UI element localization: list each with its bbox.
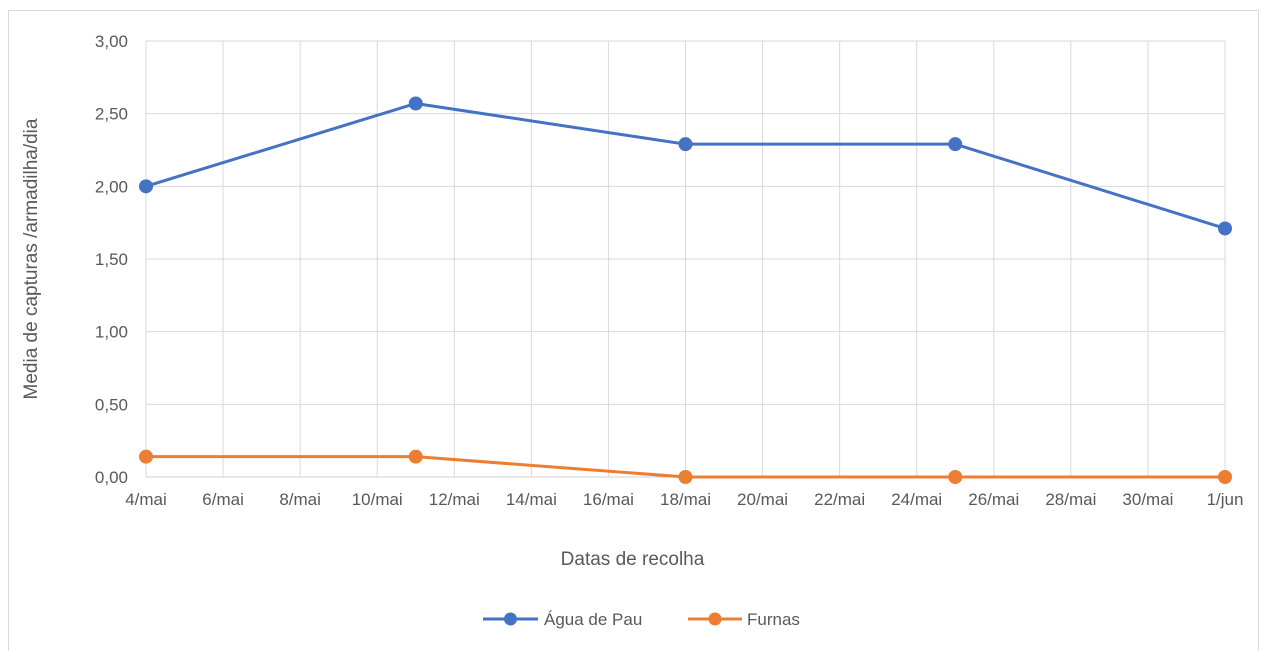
x-tick-label: 4/mai <box>125 490 167 509</box>
data-point <box>139 179 153 194</box>
data-point <box>1218 221 1232 236</box>
y-tick-label: 0,00 <box>95 468 128 487</box>
y-axis-ticks: 0,00 0,50 1,00 1,50 2,00 2,50 3,00 <box>95 32 128 487</box>
x-tick-label: 1/jun <box>1207 490 1244 509</box>
x-tick-label: 6/mai <box>202 490 244 509</box>
legend-label: Furnas <box>747 610 800 629</box>
data-point <box>948 137 963 152</box>
data-point <box>1218 470 1232 484</box>
x-tick-label: 20/mai <box>737 490 788 509</box>
legend-entry: Água de Pau <box>483 610 642 629</box>
legend-marker <box>708 612 722 626</box>
legend-marker <box>504 612 517 626</box>
data-point <box>678 137 693 152</box>
data-point <box>948 470 963 484</box>
data-point <box>139 449 153 464</box>
grid-lines <box>145 40 1226 478</box>
x-axis-label: Datas de recolha <box>561 549 705 570</box>
x-tick-label: 14/mai <box>506 490 557 509</box>
y-tick-label: 0,50 <box>95 395 128 414</box>
x-tick-label: 22/mai <box>814 490 865 509</box>
legend: Água de Pau Furnas <box>483 610 800 629</box>
x-tick-label: 26/mai <box>968 490 1019 509</box>
x-tick-label: 16/mai <box>583 490 634 509</box>
y-tick-label: 2,50 <box>95 105 128 124</box>
x-axis-ticks: 4/mai 6/mai 8/mai 10/mai 12/mai 14/mai 16/mai 1… <box>125 490 1243 509</box>
x-tick-label: 28/mai <box>1045 490 1096 509</box>
series-layer <box>139 96 1232 484</box>
data-point <box>408 96 423 111</box>
chart-frame <box>8 10 1259 651</box>
y-axis-label: Media de capturas /armadilha/dia <box>21 118 42 399</box>
x-tick-label: 8/mai <box>279 490 321 509</box>
legend-label: Água de Pau <box>544 610 642 629</box>
x-tick-label: 10/mai <box>352 490 403 509</box>
data-point <box>408 449 423 464</box>
x-tick-label: 18/mai <box>660 490 711 509</box>
x-tick-label: 12/mai <box>429 490 480 509</box>
y-tick-label: 1,00 <box>95 323 128 342</box>
y-tick-label: 3,00 <box>95 32 128 51</box>
y-tick-label: 1,50 <box>95 250 128 269</box>
y-tick-label: 2,00 <box>95 177 128 196</box>
x-tick-label: 30/mai <box>1122 490 1173 509</box>
legend-entry: Furnas <box>688 610 800 629</box>
x-tick-label: 24/mai <box>891 490 942 509</box>
data-point <box>678 470 693 484</box>
